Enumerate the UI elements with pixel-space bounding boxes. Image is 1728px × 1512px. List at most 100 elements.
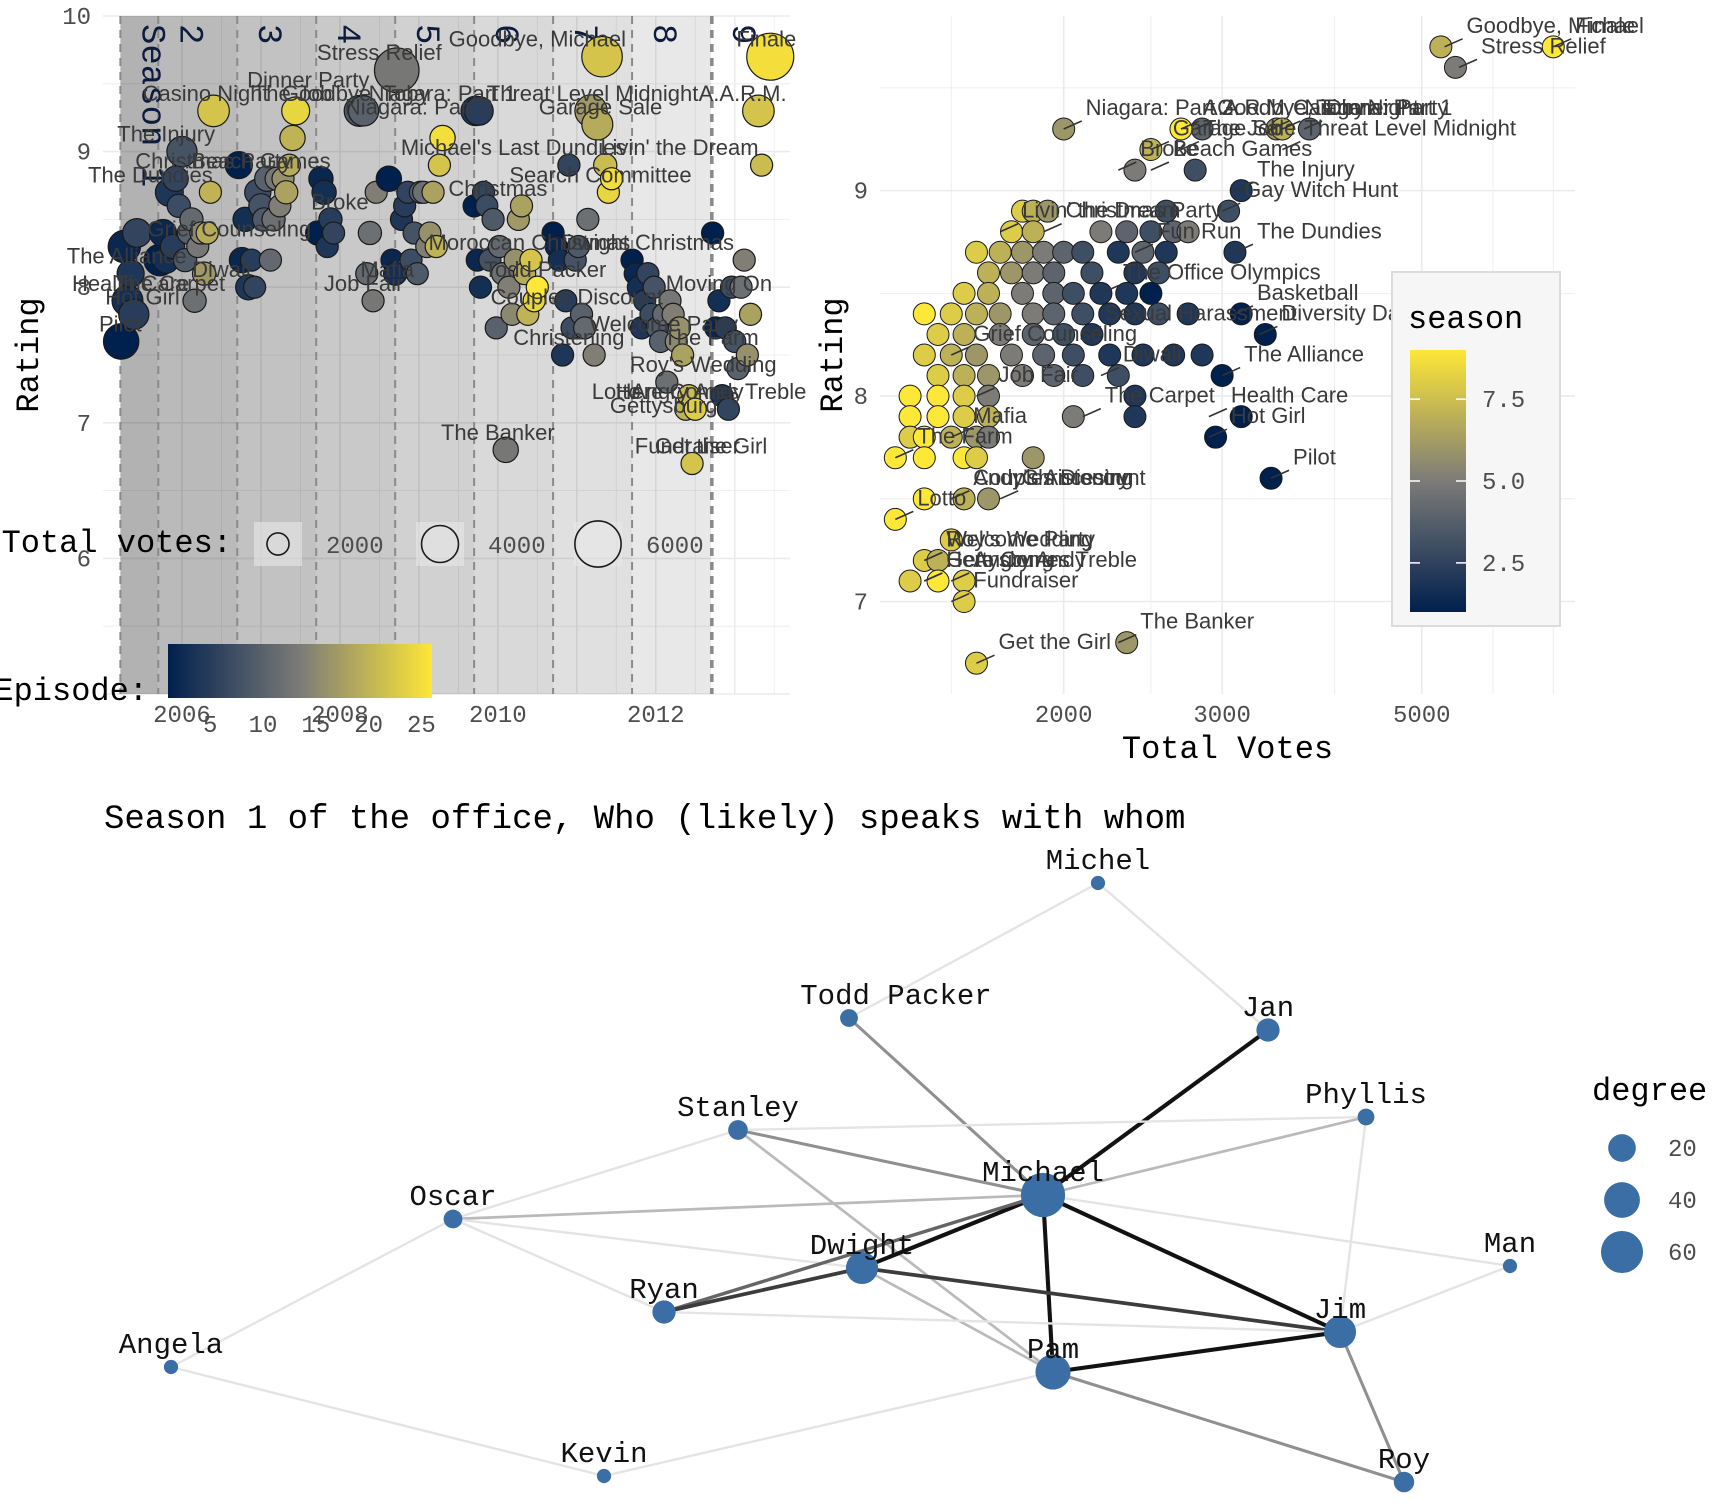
episode-point [1147, 302, 1171, 326]
episode-point [977, 261, 1001, 285]
label-leader [1063, 120, 1083, 130]
x-axis-title: Total Votes [1122, 731, 1333, 768]
degree-legend-value: 20 [1668, 1137, 1697, 1164]
episode-point [321, 221, 346, 245]
episode-label: Hot Girl [1231, 403, 1306, 428]
episode-point [746, 32, 795, 81]
episode-point [977, 487, 1001, 511]
episode-label: The Alliance [67, 244, 187, 269]
network-edge [452, 1193, 1044, 1221]
episode-label: Dinner Party [247, 67, 369, 92]
episode-label: Livin' the Dream [600, 135, 758, 160]
episode-label: Grief Counseling [973, 321, 1137, 346]
label-leader [1150, 161, 1170, 171]
episode-point [509, 194, 534, 218]
episode-label: Job Fair [998, 362, 1077, 387]
label-leader [923, 551, 943, 562]
episode-point [311, 179, 337, 206]
episode-point [1032, 240, 1056, 264]
episode-point [977, 425, 1001, 449]
episode-point [977, 364, 1001, 388]
episode-point [405, 262, 429, 286]
episode-label: Fundraiser [973, 568, 1078, 593]
episode-point [999, 343, 1023, 367]
episode-point [926, 384, 950, 408]
network-edge [737, 1128, 1044, 1197]
episode-point [1098, 343, 1122, 367]
season-legend: season 2.5 5.0 7.5 [1391, 271, 1561, 627]
episode-point [1123, 302, 1147, 326]
episode-point [1036, 199, 1060, 223]
network-edge [1338, 1116, 1368, 1333]
episode-label: Broke [311, 189, 368, 214]
episode-point [468, 275, 493, 299]
season-label: Season 1 [131, 24, 169, 187]
episode-point [1071, 364, 1095, 388]
episode-point [1154, 199, 1178, 223]
episode-label: Here Comes Treble [616, 379, 807, 404]
season-band [474, 16, 554, 694]
episode-point [281, 96, 311, 126]
episode-point [749, 153, 774, 177]
episode-label: Finale [1575, 13, 1635, 38]
degree-legend-circle [1608, 1134, 1636, 1162]
episode-point [1106, 240, 1130, 264]
episode-point [926, 569, 950, 593]
episode-point [557, 153, 581, 177]
episode-point [912, 302, 936, 326]
episode-point [1183, 158, 1207, 182]
episode-point [198, 180, 223, 204]
y-tick-label: 10 [62, 5, 91, 32]
episode-label: Dinner Party [1326, 95, 1448, 120]
network-edge [663, 1310, 1341, 1334]
network-node-label: Angela [119, 1329, 223, 1362]
season-bands [119, 16, 714, 694]
episode-point [566, 234, 591, 259]
episode-point [550, 343, 575, 367]
network-edge [1052, 1329, 1341, 1375]
label-leader [1270, 469, 1290, 480]
episode-label: Diwali [1123, 342, 1182, 367]
network-node [163, 1359, 179, 1375]
label-leader [1134, 243, 1154, 254]
size-legend-circle [266, 532, 290, 556]
episode-point [357, 220, 383, 246]
network-node [443, 1209, 463, 1229]
episode-label: Stress Relief [317, 40, 443, 65]
episode-label: Niagara: Part 1 [369, 81, 517, 106]
episode-label: The Dundies [1257, 218, 1382, 243]
episode-point [735, 343, 759, 367]
episode-label: Christening [1022, 465, 1133, 490]
episode-label: Goodbye, Michael [1467, 13, 1644, 38]
episode-point [1115, 281, 1139, 305]
episode-label: Christening [513, 325, 624, 350]
episode-point [964, 240, 988, 264]
episode-label: Christmas [448, 176, 547, 201]
episode-point [952, 364, 976, 388]
episode-label: The Carpet [1105, 383, 1215, 408]
episode-point [581, 35, 623, 78]
episode-label: Diversity Day [1281, 300, 1411, 325]
episode-label: Goodbye, Michael [449, 27, 626, 52]
network-node [840, 1009, 858, 1027]
episode-point [939, 302, 963, 326]
votes-axes: 7 8 9 2000 3000 5000 Total Votes Rating [815, 180, 1451, 768]
episode-label: Casino Night [143, 81, 269, 106]
episode-label: Gettysburg [946, 547, 1054, 572]
episode-label: Casino Night [1293, 95, 1419, 120]
episode-label: Roy's Wedding [630, 352, 777, 377]
network-edge [663, 1266, 863, 1314]
episode-point [912, 343, 936, 367]
episode-label: Fundraiser [635, 433, 740, 458]
label-leader [1444, 38, 1463, 48]
episode-point [273, 180, 299, 205]
network-node-label: Jim [1314, 1294, 1366, 1327]
episode-point [1080, 261, 1104, 285]
size-legend-value: 4000 [488, 534, 546, 561]
network-edge [737, 1115, 1367, 1132]
episode-point [525, 275, 549, 299]
color-legend: Episode: 5 10 15 20 25 [0, 644, 436, 740]
label-leader [1100, 366, 1120, 377]
episode-point [1123, 261, 1147, 285]
episode-point [667, 316, 692, 340]
